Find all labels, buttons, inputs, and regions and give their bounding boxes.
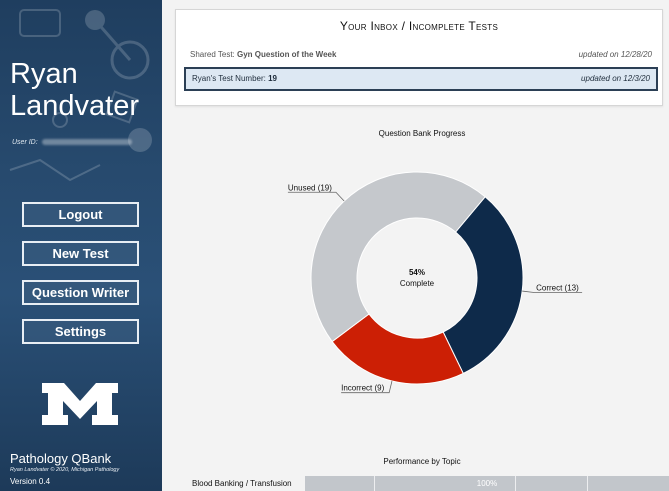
- sidebar: Ryan Landvater User ID: Logout New Test …: [0, 0, 162, 491]
- slice-incorrect[interactable]: [331, 313, 464, 385]
- incomplete-test-label: Ryan's Test Number: 19: [192, 74, 277, 83]
- user-id-label: User ID:: [12, 139, 38, 146]
- performance-row: Blood Banking / Transfusion 100%: [162, 470, 669, 491]
- settings-button[interactable]: Settings: [22, 319, 139, 344]
- background-pattern: [9, 9, 152, 182]
- label-incorrect: Incorrect (9): [341, 384, 384, 393]
- user-id-redacted: [41, 139, 132, 146]
- inbox-panel: Your Inbox / Incomplete Tests Shared Tes…: [175, 9, 663, 106]
- shared-test-name: Gyn Question of the Week: [237, 50, 337, 59]
- topic-bar-value: 100%: [476, 479, 498, 488]
- shared-test-date: updated on 12/28/20: [578, 50, 652, 59]
- grid-line: [515, 476, 516, 491]
- performance-title: Performance by Topic: [383, 457, 461, 466]
- shared-test-row[interactable]: Shared Test: Gyn Question of the Week up…: [184, 43, 658, 67]
- logout-button[interactable]: Logout: [22, 202, 139, 227]
- version: Version 0.4: [10, 477, 51, 486]
- slice-unused[interactable]: [310, 171, 486, 343]
- topic-label: Blood Banking / Transfusion: [192, 479, 292, 488]
- inbox-title: Your Inbox / Incomplete Tests: [339, 19, 499, 33]
- leader-line: [341, 380, 393, 394]
- completion-label: Complete: [400, 279, 435, 288]
- app-name: Pathology QBank: [10, 451, 112, 466]
- user-name: Ryan Landvater: [10, 58, 139, 122]
- incomplete-test-number: 19: [268, 74, 277, 83]
- copyright: Ryan Landvater © 2020, Michigan Patholog…: [10, 467, 120, 473]
- grid-line: [374, 476, 375, 491]
- progress-chart-title: Question Bank Progress: [378, 129, 466, 138]
- leader-line: [287, 191, 345, 202]
- user-id: User ID:: [12, 139, 132, 146]
- leader-line: [522, 290, 583, 293]
- incomplete-test-row[interactable]: Ryan's Test Number: 19 updated on 12/3/2…: [184, 67, 658, 91]
- incomplete-test-date: updated on 12/3/20: [581, 74, 650, 83]
- progress-donut-chart: Correct (13) Incorrect (9) Unused (19) 54% C…: [287, 171, 583, 394]
- slice-correct[interactable]: [442, 196, 524, 375]
- label-unused: Unused (19): [288, 183, 332, 192]
- label-correct: Correct (13): [536, 284, 579, 293]
- michigan-block-m-icon: [42, 383, 118, 425]
- new-test-button[interactable]: New Test: [22, 241, 139, 266]
- grid-line: [587, 476, 588, 491]
- completion-percent: 54%: [409, 268, 425, 277]
- question-writer-button[interactable]: Question Writer: [22, 280, 139, 305]
- topic-bar: 100%: [305, 476, 669, 491]
- shared-test-label: Shared Test: Gyn Question of the Week: [190, 50, 337, 59]
